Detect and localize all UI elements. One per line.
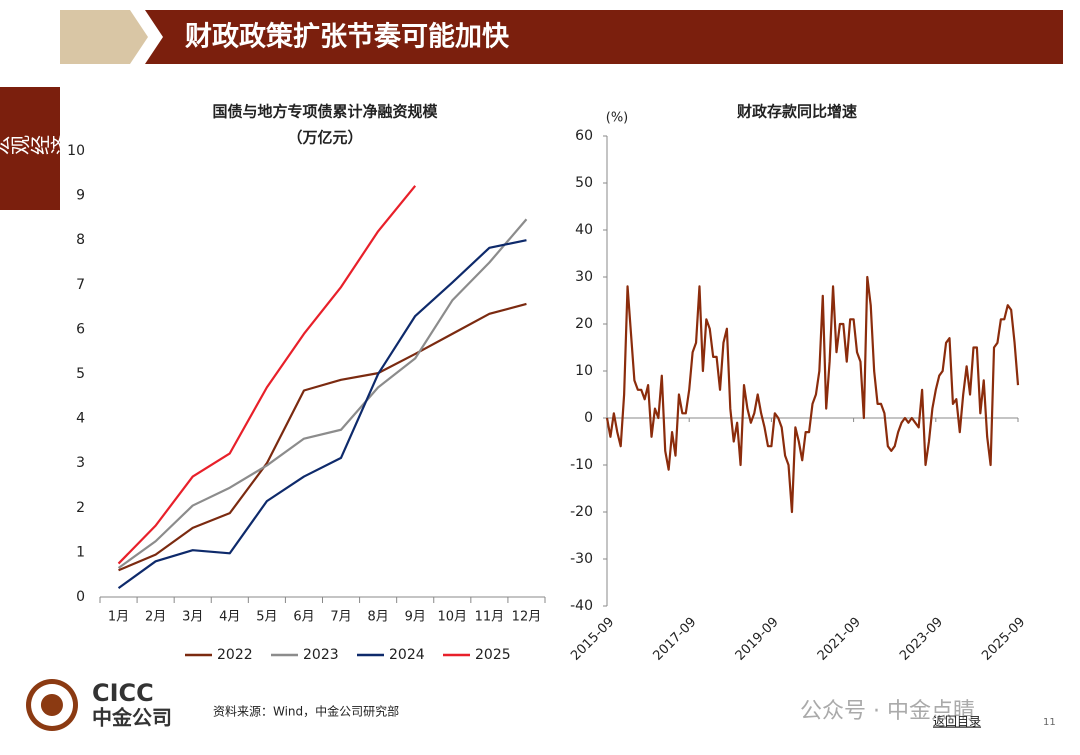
y-tick-label: 3 [76, 455, 85, 471]
y-tick-label: 10 [67, 143, 85, 159]
data-line [605, 275, 1020, 514]
x-tick-label: 1月 [108, 610, 129, 625]
x-tick-label: 11月 [475, 610, 505, 625]
page-number: 11 [1043, 717, 1056, 728]
y-tick-label: 50 [575, 175, 593, 191]
header-bar [145, 10, 1063, 64]
y-tick-label: 0 [76, 589, 85, 605]
x-tick-label: 10月 [438, 610, 468, 625]
legend-label: 2022 [217, 647, 253, 663]
watermark: 公众号 · 中金点睛 [800, 699, 975, 724]
y-tick-label: 2 [76, 500, 85, 516]
header-chevron [60, 10, 148, 64]
y-tick-label: 40 [575, 222, 593, 238]
data-line [117, 185, 417, 565]
y-tick-label: 1 [76, 544, 85, 560]
legend-label: 2025 [475, 647, 511, 663]
y-tick-label: 20 [575, 316, 593, 332]
y-tick-label: 30 [575, 269, 593, 285]
y-tick-label: -30 [570, 551, 593, 567]
y-tick-label: 10 [575, 363, 593, 379]
chart-title: 国债与地方专项债累计净融资规模 [212, 103, 438, 121]
x-tick-label: 12月 [512, 610, 542, 625]
sidebar-label: 宏观经济 [0, 135, 70, 159]
data-line [118, 302, 527, 572]
x-tick-label: 4月 [219, 610, 240, 625]
logo-cn: 中金公司 [92, 706, 172, 730]
x-tick-label: 2025-09 [979, 615, 1028, 664]
source: 资料来源：Wind，中金公司研究部 [213, 704, 399, 719]
x-tick-label: 6月 [293, 610, 314, 625]
x-tick-label: 2021-09 [815, 615, 864, 664]
x-tick-label: 3月 [182, 610, 203, 625]
back-link[interactable]: 返回目录 [933, 715, 981, 729]
unit-label: (%) [606, 111, 629, 126]
x-tick-label: 2019-09 [733, 615, 782, 664]
x-tick-label: 9月 [405, 610, 426, 625]
y-tick-label: 60 [575, 128, 593, 144]
y-tick-label: -20 [570, 504, 593, 520]
x-tick-label: 2015-09 [568, 615, 617, 664]
chart-subtitle: （万亿元） [287, 129, 362, 147]
y-tick-label: 0 [584, 410, 593, 426]
y-tick-label: 4 [76, 411, 85, 427]
data-line [117, 239, 527, 589]
logo-ring [31, 684, 74, 726]
header-title: 财政政策扩张节奏可能加快 [185, 21, 510, 53]
x-tick-label: 2月 [145, 610, 166, 625]
y-tick-label: -10 [570, 457, 593, 473]
y-tick-label: 6 [76, 321, 85, 337]
data-line [117, 218, 528, 569]
sidebar-box [0, 87, 60, 210]
legend-label: 2024 [389, 647, 425, 663]
logo-dot [46, 699, 58, 711]
y-tick-label: 7 [76, 277, 85, 293]
chart-title: 财政存款同比增速 [737, 103, 857, 121]
legend-label: 2023 [303, 647, 339, 663]
x-tick-label: 8月 [367, 610, 388, 625]
y-tick-label: 8 [76, 232, 85, 248]
x-tick-label: 2017-09 [650, 615, 699, 664]
x-tick-label: 7月 [330, 610, 351, 625]
y-tick-label: 9 [76, 188, 85, 204]
x-tick-label: 2023-09 [897, 615, 946, 664]
x-tick-label: 5月 [256, 610, 277, 625]
y-tick-label: -40 [570, 598, 593, 614]
y-tick-label: 5 [76, 366, 85, 382]
logo-en: CICC [92, 679, 154, 707]
